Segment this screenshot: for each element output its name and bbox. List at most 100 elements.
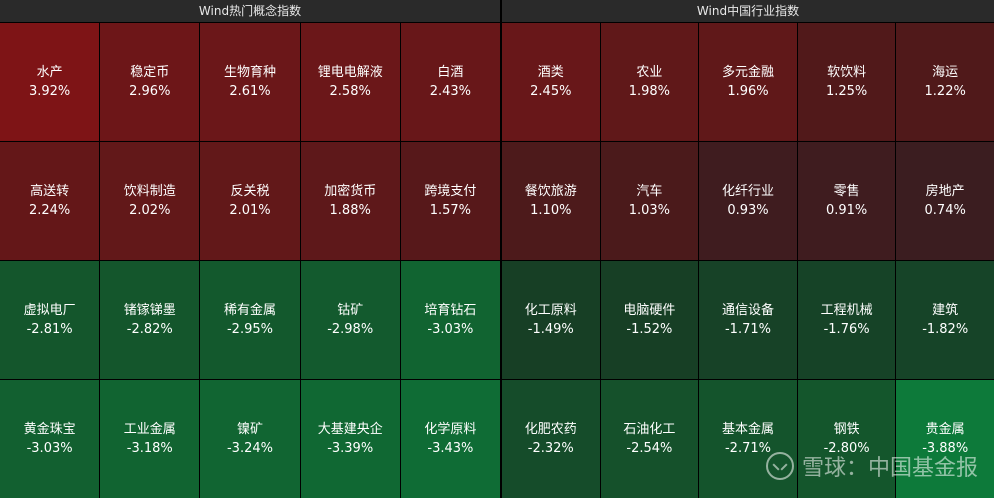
heatmap-tile[interactable]: 贵金属 -3.88%: [896, 380, 994, 498]
tile-change-pct: -1.71%: [724, 322, 771, 337]
tile-change-pct: -3.88%: [922, 441, 969, 456]
tile-name: 贵金属: [925, 422, 965, 437]
tile-change-pct: 1.98%: [628, 84, 671, 99]
tile-change-pct: 1.88%: [329, 203, 371, 218]
tile-name: 酒类: [537, 65, 564, 80]
tile-change-pct: -1.49%: [527, 322, 574, 337]
heatmap-tile[interactable]: 水产 3.92%: [0, 23, 100, 141]
tile-change-pct: 1.22%: [924, 84, 966, 99]
heatmap-tile[interactable]: 大基建央企 -3.39%: [300, 380, 400, 498]
tile-change-pct: -1.76%: [823, 322, 870, 337]
tile-name: 稀有金属: [223, 303, 276, 318]
tile-name: 黄金珠宝: [23, 422, 76, 437]
tile-name: 锗镓锑墨: [123, 303, 176, 318]
panel-title-left: Wind热门概念指数: [0, 0, 500, 23]
heatmap-tile[interactable]: 化工原料 -1.49%: [502, 261, 600, 379]
tile-change-pct: 1.57%: [429, 203, 472, 218]
wind-hot-concept-panel: Wind热门概念指数 水产 3.92% 稳定币 2.96% 生物育种 2.61% 锂电电解液…: [0, 0, 500, 498]
tile-name: 通信设备: [721, 303, 774, 318]
tile-name: 反关税: [230, 184, 270, 199]
heatmap-tile[interactable]: 锗镓锑墨 -2.82%: [100, 261, 200, 379]
tile-change-pct: 2.02%: [129, 203, 171, 218]
heatmap-tile[interactable]: 多元金融 1.96%: [699, 23, 797, 141]
tile-name: 加密货币: [324, 184, 377, 199]
heatmap-tile[interactable]: 白酒 2.43%: [400, 23, 500, 141]
heatmap-tile[interactable]: 钢铁 -2.80%: [797, 380, 896, 498]
tile-change-pct: -1.82%: [922, 322, 969, 337]
heatmap-tile[interactable]: 跨境支付 1.57%: [400, 142, 500, 260]
heatmap-tile[interactable]: 农业 1.98%: [600, 23, 699, 141]
tile-change-pct: 2.96%: [129, 84, 171, 99]
heatmap-tile[interactable]: 稀有金属 -2.95%: [200, 261, 300, 379]
heatmap-tile[interactable]: 房地产 0.74%: [896, 142, 994, 260]
tile-name: 化纤行业: [721, 184, 774, 199]
heatmap-tile[interactable]: 虚拟电厂 -2.81%: [0, 261, 100, 379]
tile-change-pct: -2.82%: [126, 322, 173, 337]
tile-name: 石油化工: [623, 422, 676, 437]
tile-change-pct: 2.43%: [429, 84, 472, 99]
heatmap-tile[interactable]: 电脑硬件 -1.52%: [600, 261, 699, 379]
tile-name: 锂电电解液: [317, 65, 383, 80]
tile-change-pct: 0.91%: [825, 203, 868, 218]
tile-change-pct: -2.54%: [626, 441, 673, 456]
tile-name: 高送转: [30, 184, 70, 199]
heatmap-tile[interactable]: 化肥农药 -2.32%: [502, 380, 600, 498]
heatmap-tile[interactable]: 反关税 2.01%: [200, 142, 300, 260]
tile-change-pct: -2.32%: [527, 441, 574, 456]
tile-name: 虚拟电厂: [23, 303, 76, 318]
tile-name: 钢铁: [833, 422, 860, 437]
tile-name: 多元金融: [721, 65, 774, 80]
tile-change-pct: 1.96%: [727, 84, 769, 99]
heatmap-tile[interactable]: 汽车 1.03%: [600, 142, 699, 260]
heatmap-tile[interactable]: 镍矿 -3.24%: [200, 380, 300, 498]
heatmap-tile[interactable]: 基本金属 -2.71%: [699, 380, 797, 498]
tile-name: 化肥农药: [524, 422, 577, 437]
tile-change-pct: 2.45%: [530, 84, 572, 99]
tile-name: 农业: [636, 65, 663, 80]
tile-change-pct: -3.39%: [327, 441, 374, 456]
heatmap-tile[interactable]: 黄金珠宝 -3.03%: [0, 380, 100, 498]
heatmap-tile[interactable]: 酒类 2.45%: [502, 23, 600, 141]
tile-name: 建筑: [932, 303, 959, 318]
heatmap-tile[interactable]: 饮料制造 2.02%: [100, 142, 200, 260]
heatmap-tile[interactable]: 加密货币 1.88%: [300, 142, 400, 260]
heatmap-tile[interactable]: 石油化工 -2.54%: [600, 380, 699, 498]
tile-name: 化学原料: [424, 422, 477, 437]
tile-name: 基本金属: [721, 422, 774, 437]
heatmap-tile[interactable]: 建筑 -1.82%: [896, 261, 994, 379]
heatmap-tile[interactable]: 培育钻石 -3.03%: [400, 261, 500, 379]
tile-change-pct: 0.74%: [924, 203, 966, 218]
heatmap-tile[interactable]: 海运 1.22%: [896, 23, 994, 141]
tile-change-pct: 2.61%: [229, 84, 271, 99]
tile-name: 白酒: [437, 65, 464, 80]
wind-industry-panel: Wind中国行业指数 酒类 2.45% 农业 1.98% 多元金融 1.96% 软饮料 1.2…: [502, 0, 994, 498]
tile-change-pct: -3.03%: [427, 322, 474, 337]
tile-name: 工程机械: [820, 303, 873, 318]
tile-name: 海运: [932, 65, 959, 80]
tile-name: 房地产: [925, 184, 965, 199]
tile-change-pct: 0.93%: [727, 203, 769, 218]
tile-change-pct: -2.71%: [724, 441, 771, 456]
tile-name: 软饮料: [827, 65, 867, 80]
heatmap-tile[interactable]: 零售 0.91%: [797, 142, 896, 260]
heatmap-tile[interactable]: 餐饮旅游 1.10%: [502, 142, 600, 260]
heatmap-tile[interactable]: 稳定币 2.96%: [100, 23, 200, 141]
heatmap-tile[interactable]: 生物育种 2.61%: [200, 23, 300, 141]
heatmap-tile[interactable]: 化学原料 -3.43%: [400, 380, 500, 498]
heatmap-tile[interactable]: 通信设备 -1.71%: [699, 261, 797, 379]
tile-name: 汽车: [636, 184, 663, 199]
heatmap-tile[interactable]: 工业金属 -3.18%: [100, 380, 200, 498]
heatmap-tile[interactable]: 钴矿 -2.98%: [300, 261, 400, 379]
heatmap-tile[interactable]: 软饮料 1.25%: [797, 23, 896, 141]
heatmap-tile[interactable]: 工程机械 -1.76%: [797, 261, 896, 379]
heatmap-tile[interactable]: 锂电电解液 2.58%: [300, 23, 400, 141]
tile-change-pct: -2.95%: [226, 322, 273, 337]
tile-name: 化工原料: [524, 303, 577, 318]
tile-change-pct: 2.01%: [229, 203, 271, 218]
industry-heatmap-grid: 酒类 2.45% 农业 1.98% 多元金融 1.96% 软饮料 1.25% 海运 1.22% 餐饮…: [502, 23, 994, 498]
tile-name: 水产: [36, 65, 63, 80]
tile-change-pct: 2.58%: [329, 84, 371, 99]
heatmap-tile[interactable]: 化纤行业 0.93%: [699, 142, 797, 260]
heatmap-tile[interactable]: 高送转 2.24%: [0, 142, 100, 260]
tile-change-pct: 1.03%: [628, 203, 671, 218]
